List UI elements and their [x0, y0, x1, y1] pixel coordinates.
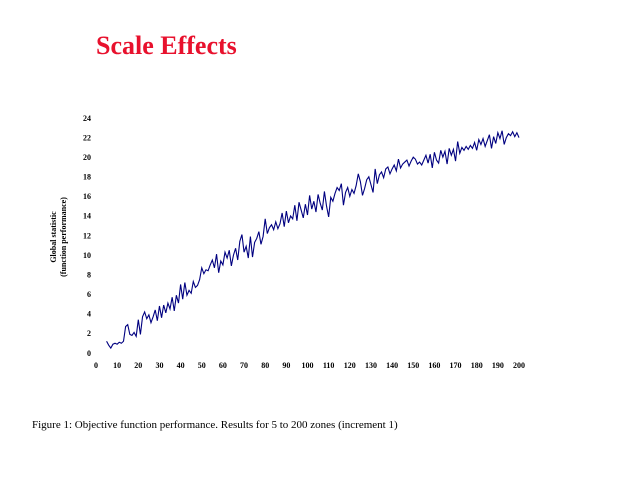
- x-tick-label: 80: [261, 361, 269, 370]
- x-tick-label: 180: [471, 361, 483, 370]
- y-tick-label: 18: [83, 173, 91, 182]
- x-tick-label: 190: [492, 361, 504, 370]
- x-tick-label: 50: [198, 361, 206, 370]
- y-tick-label: 6: [87, 290, 91, 299]
- x-tick-label: 40: [177, 361, 185, 370]
- x-tick-label: 150: [407, 361, 419, 370]
- x-tick-label: 120: [344, 361, 356, 370]
- slide-title: Scale Effects: [96, 31, 237, 60]
- x-tick-label: 20: [134, 361, 142, 370]
- x-tick-label: 130: [365, 361, 377, 370]
- y-tick-label: 2: [87, 329, 91, 338]
- caption: Figure 1: Objective function performance…: [32, 419, 398, 431]
- y-tick-label: 14: [83, 212, 91, 221]
- y-axis-label: Global statistic: [49, 211, 58, 263]
- y-tick-label: 12: [83, 231, 91, 240]
- y-tick-label: 10: [83, 251, 91, 260]
- x-tick-label: 0: [94, 361, 98, 370]
- x-tick-label: 200: [513, 361, 525, 370]
- x-tick-label: 160: [428, 361, 440, 370]
- x-tick-label: 70: [240, 361, 248, 370]
- y-tick-label: 22: [83, 133, 91, 142]
- y-tick-label: 16: [83, 192, 91, 201]
- y-tick-label: 24: [83, 114, 91, 123]
- y-axis-label: (function performance): [59, 197, 68, 277]
- x-tick-label: 100: [302, 361, 314, 370]
- x-tick-label: 140: [386, 361, 398, 370]
- x-tick-label: 110: [323, 361, 335, 370]
- y-tick-label: 20: [83, 153, 91, 162]
- x-tick-label: 10: [113, 361, 121, 370]
- x-tick-label: 60: [219, 361, 227, 370]
- x-tick-label: 170: [450, 361, 462, 370]
- x-tick-label: 90: [282, 361, 290, 370]
- y-tick-label: 8: [87, 270, 91, 279]
- y-tick-label: 0: [87, 349, 91, 358]
- data-line: [106, 130, 520, 350]
- y-tick-label: 4: [87, 310, 91, 319]
- x-tick-label: 30: [155, 361, 163, 370]
